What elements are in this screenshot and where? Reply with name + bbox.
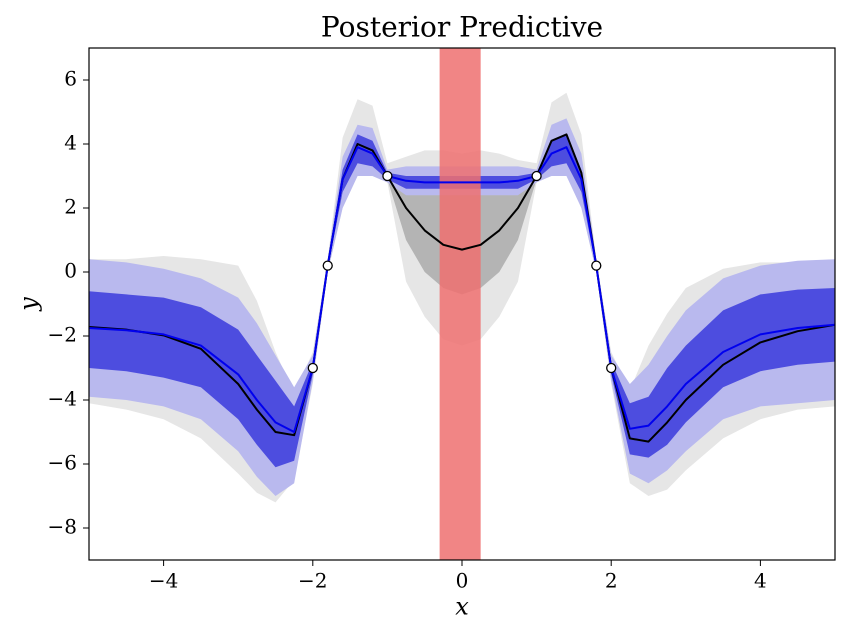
- chart-title: Posterior Predictive: [321, 11, 603, 44]
- y-tick-label: 0: [64, 259, 77, 283]
- x-axis-label: x: [455, 593, 469, 621]
- y-tick-label: −6: [48, 451, 77, 475]
- data-point: [606, 362, 617, 374]
- data-point: [307, 362, 318, 374]
- y-tick-label: 2: [64, 195, 77, 219]
- band: [89, 134, 835, 468]
- x-tick-label: 0: [456, 569, 469, 593]
- y-tick-label: 4: [64, 131, 77, 155]
- data-point: [591, 260, 602, 271]
- x-tick-label: 2: [605, 569, 618, 593]
- x-tick-label: −2: [298, 569, 327, 593]
- x-tick-label: −4: [149, 569, 178, 593]
- data-point: [322, 260, 333, 271]
- y-tick-label: −4: [48, 387, 77, 411]
- y-tick-label: −2: [48, 323, 77, 347]
- y-axis-label: y: [15, 297, 43, 312]
- line: [88, 133, 836, 443]
- y-tick-label: −8: [48, 515, 77, 539]
- highlight-region: [439, 48, 481, 560]
- data-point: [382, 170, 393, 182]
- plot-area: [88, 48, 836, 560]
- y-tick-label: 6: [64, 67, 77, 91]
- data-point: [531, 170, 542, 182]
- line: [88, 146, 836, 433]
- x-tick-label: 4: [754, 569, 767, 593]
